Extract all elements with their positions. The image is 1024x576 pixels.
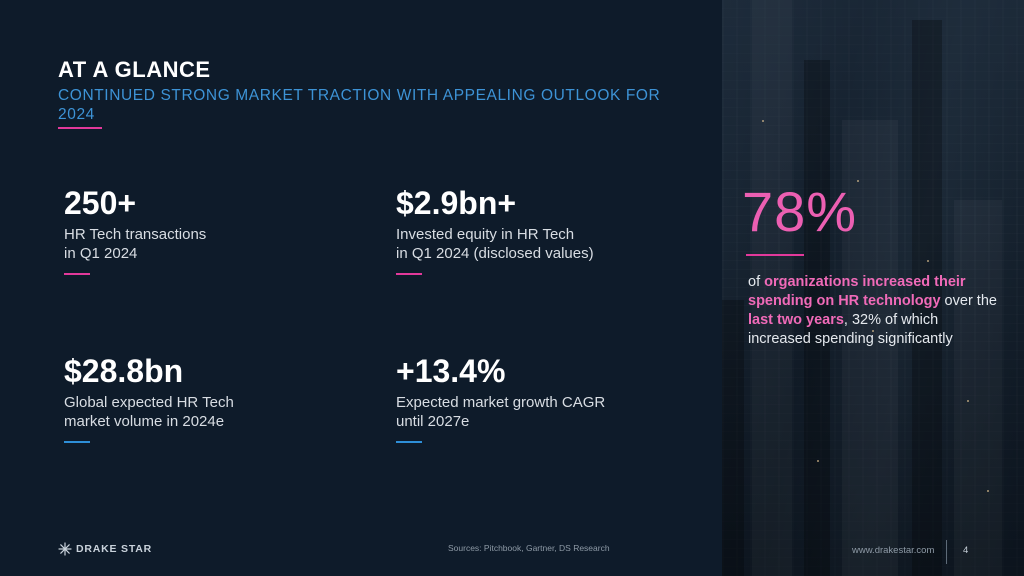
highlight-underline bbox=[746, 254, 804, 256]
stat-transactions: 250+ HR Tech transactions in Q1 2024 bbox=[64, 185, 206, 275]
city-photo-image bbox=[722, 0, 1024, 576]
sources-note: Sources: Pitchbook, Gartner, DS Research bbox=[448, 543, 610, 553]
website-link[interactable]: www.drakestar.com bbox=[852, 545, 935, 556]
stat-number: 250+ bbox=[64, 185, 137, 221]
brand-logo: DRAKE STAR bbox=[58, 542, 152, 556]
highlight-text-part: , 32% of which increased spending signif… bbox=[748, 312, 953, 347]
stat-underline bbox=[64, 273, 90, 275]
page-title: AT A GLANCE bbox=[58, 57, 211, 82]
stat-number: $2.9bn+ bbox=[396, 185, 517, 221]
stat-description-line: HR Tech transactions bbox=[64, 226, 207, 243]
stat-market-growth: +13.4% Expected market growth CAGR until… bbox=[396, 353, 605, 443]
stat-underline bbox=[396, 441, 422, 443]
stat-description-line: Expected market growth CAGR bbox=[396, 394, 606, 411]
stat-description: Expected market growth CAGR until 2027e bbox=[396, 393, 605, 431]
page-number: 4 bbox=[963, 545, 969, 556]
stat-description-line: in Q1 2024 (disclosed values) bbox=[396, 245, 594, 262]
highlight-percent: 78% bbox=[742, 180, 858, 243]
highlight-text-part: over the bbox=[940, 293, 997, 309]
highlight-emphasis: organizations increased their spending o… bbox=[748, 274, 966, 309]
stat-number: $28.8bn bbox=[64, 353, 184, 389]
stat-number: +13.4% bbox=[396, 353, 506, 389]
stat-underline bbox=[64, 441, 90, 443]
stat-market-volume: $28.8bn Global expected HR Tech market v… bbox=[64, 353, 234, 443]
footer-divider bbox=[946, 540, 947, 564]
title-underline bbox=[58, 127, 102, 129]
page-subtitle: CONTINUED STRONG MARKET TRACTION WITH AP… bbox=[58, 87, 661, 123]
star-logo-icon bbox=[58, 542, 72, 556]
highlight-text-part: of bbox=[748, 274, 765, 290]
stat-description-line: until 2027e bbox=[396, 413, 470, 430]
stat-description: HR Tech transactions in Q1 2024 bbox=[64, 225, 206, 263]
brand-name: DRAKE STAR bbox=[76, 543, 153, 555]
stat-description: Global expected HR Tech market volume in… bbox=[64, 393, 234, 431]
highlight-emphasis: last two years bbox=[748, 312, 844, 328]
stat-invested-equity: $2.9bn+ Invested equity in HR Tech in Q1… bbox=[396, 185, 594, 275]
stat-description-line: market volume in 2024e bbox=[64, 413, 225, 430]
stat-underline bbox=[396, 273, 422, 275]
stat-description-line: Invested equity in HR Tech bbox=[396, 226, 575, 243]
stat-description-line: Global expected HR Tech bbox=[64, 394, 234, 411]
stat-description-line: in Q1 2024 bbox=[64, 245, 138, 262]
stat-description: Invested equity in HR Tech in Q1 2024 (d… bbox=[396, 225, 594, 263]
highlight-text: of organizations increased their spendin… bbox=[748, 273, 998, 349]
